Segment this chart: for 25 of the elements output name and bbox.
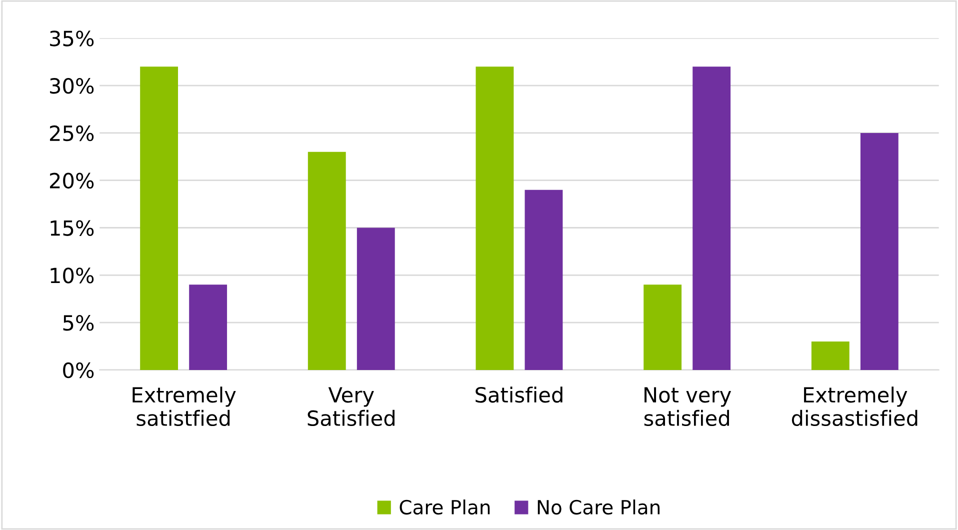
y-tick-label: 25% [50, 125, 94, 142]
y-tick-label: 35% [50, 30, 94, 46]
y-tick-label: 30% [50, 78, 94, 94]
bar [476, 66, 514, 370]
bar [140, 66, 178, 370]
y-tick-label: 10% [50, 268, 94, 284]
bar [524, 190, 563, 370]
bar [308, 152, 346, 370]
x-tick-label: Extremely satistfied [132, 386, 236, 426]
y-tick-label: 5% [63, 314, 94, 331]
bar [644, 284, 682, 370]
y-tick-label: 15% [50, 220, 94, 236]
y-tick-label: 20% [50, 172, 94, 189]
bar [189, 284, 228, 370]
x-tick-label: Not very satisfied [644, 387, 732, 426]
bar [692, 66, 731, 370]
x-tick-label: Very Satisfied [308, 387, 394, 426]
bar [811, 342, 850, 370]
x-tick-label: Satisfied [476, 386, 562, 403]
bar [860, 132, 898, 370]
legend-label: Care Plan [400, 500, 490, 515]
legend-label: No Care Plan [538, 500, 660, 515]
bar [356, 228, 395, 370]
y-tick-label: 0% [63, 362, 94, 378]
x-tick-label: Extremely dissastisfied [792, 386, 918, 426]
